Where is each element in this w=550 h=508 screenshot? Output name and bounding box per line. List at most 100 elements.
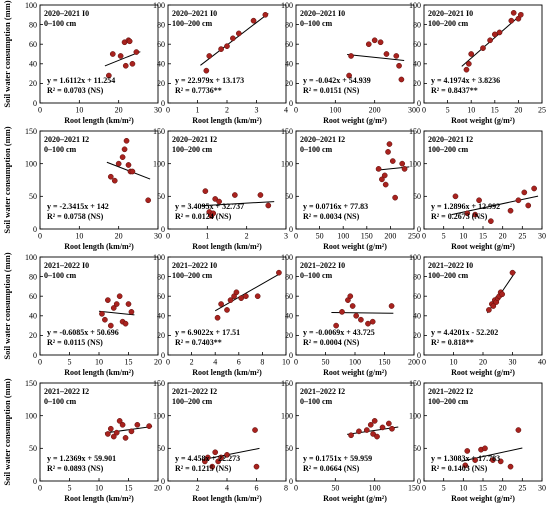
data-point xyxy=(115,160,122,167)
x-tick-label: 20 xyxy=(479,358,487,367)
x-tick-label: 0 xyxy=(166,106,170,115)
regression-equation: y = 6.9022x + 17.51 xyxy=(175,328,240,337)
data-point xyxy=(215,458,221,465)
data-point xyxy=(393,53,400,59)
panel-title: 2020–2021 I0 xyxy=(428,9,473,18)
x-tick-label: 1 xyxy=(196,106,200,115)
panel-subtitle: 100–200 cm xyxy=(428,271,469,280)
panel-title: 2020–2021 I2 xyxy=(300,135,345,144)
x-axis-label: Root length (km/m²) xyxy=(64,368,134,377)
y-tick-label: 50 xyxy=(157,444,165,453)
y-tick-label: 0 xyxy=(161,225,165,234)
x-axis-label: Root length (km/m²) xyxy=(192,242,262,251)
data-point xyxy=(210,210,217,217)
panel-frame xyxy=(295,382,415,482)
y-tick-label: 80 xyxy=(413,272,421,281)
y-tick-label: 20 xyxy=(157,79,165,88)
x-tick-label: 4 xyxy=(225,484,229,493)
y-tick-label: 20 xyxy=(413,79,421,88)
data-point xyxy=(107,425,114,432)
data-point xyxy=(202,188,209,194)
regression-line xyxy=(104,426,153,434)
data-point xyxy=(370,431,376,437)
data-point xyxy=(203,67,210,74)
x-tick-label: 1 xyxy=(205,232,209,241)
data-point xyxy=(388,303,395,309)
y-tick-label: 0 xyxy=(161,351,165,360)
data-point xyxy=(126,38,133,45)
y-tick-label: 60 xyxy=(413,40,421,49)
data-point xyxy=(379,424,386,431)
panel-frame xyxy=(295,130,415,230)
data-point xyxy=(232,192,238,198)
panel-frame xyxy=(167,256,287,356)
panel-subtitle: 0–100 cm xyxy=(44,19,77,28)
data-point xyxy=(377,39,384,46)
y-tick-label: 60 xyxy=(29,292,37,301)
data-point xyxy=(145,197,152,204)
panel-subtitle: 0–100 cm xyxy=(300,145,333,154)
x-tick-label: 0 xyxy=(294,232,298,241)
x-tick-label: 4 xyxy=(213,358,217,367)
x-tick-label: 5 xyxy=(442,232,446,241)
x-tick-label: 25 xyxy=(538,106,546,115)
panel-7: 0 50 100 150 0 50 100 150 200 250 Root weight (g/m… xyxy=(281,127,420,251)
data-point xyxy=(398,76,405,83)
x-axis-label: Root weight (g/m²) xyxy=(323,368,387,377)
data-point xyxy=(348,53,354,59)
y-tick-label: 0 xyxy=(161,477,165,486)
regression-line xyxy=(201,447,260,461)
panel-frame xyxy=(423,4,543,104)
data-point xyxy=(476,197,482,204)
data-point xyxy=(107,173,114,180)
data-point xyxy=(116,418,123,424)
y-tick-label: 100 xyxy=(25,253,37,262)
data-point xyxy=(105,431,111,437)
x-tick-label: 150 xyxy=(361,232,373,241)
x-tick-label: 2 xyxy=(225,106,229,115)
x-tick-label: 300 xyxy=(408,106,420,115)
data-point xyxy=(128,309,135,315)
regression-line xyxy=(347,54,405,61)
x-tick-label: 15 xyxy=(125,358,133,367)
x-tick-label: 8 xyxy=(260,358,264,367)
x-axis-label: Root length (km/m²) xyxy=(192,368,262,377)
y-tick-label: 80 xyxy=(285,20,293,29)
y-tick-label: 100 xyxy=(281,159,293,168)
x-tick-label: 0 xyxy=(166,358,170,367)
data-point xyxy=(482,445,488,452)
data-point xyxy=(209,463,216,470)
panel-subtitle: 100–200 cm xyxy=(172,19,213,28)
data-point xyxy=(102,316,108,323)
data-point xyxy=(531,185,537,192)
data-point xyxy=(214,314,221,321)
x-axis-label: Root length (km/m²) xyxy=(192,116,262,125)
y-tick-label: 100 xyxy=(153,253,165,262)
panel-subtitle: 0–100 cm xyxy=(300,397,333,406)
panel-title: 2020–2021 I2 xyxy=(428,135,473,144)
x-tick-label: 50 xyxy=(322,358,330,367)
x-tick-label: 0 xyxy=(38,232,42,241)
r-squared: R² = 0.0115 (NS) xyxy=(47,338,103,347)
data-point xyxy=(113,429,120,436)
x-tick-label: 250 xyxy=(408,232,420,241)
x-tick-label: 2 xyxy=(245,232,249,241)
data-point xyxy=(385,420,392,427)
x-tick-label: 100 xyxy=(329,106,341,115)
r-squared: R² = 0.7736** xyxy=(175,86,222,95)
y-tick-label: 50 xyxy=(285,444,293,453)
panel-subtitle: 0–100 cm xyxy=(44,271,77,280)
y-tick-label: 100 xyxy=(25,411,37,420)
data-point xyxy=(515,427,522,433)
y-axis-label-row-4: Soil water consumption (mm) xyxy=(2,378,12,485)
r-squared: R² = 0.1403 (NS) xyxy=(431,464,488,473)
x-tick-label: 100 xyxy=(337,232,349,241)
x-tick-label: 30 xyxy=(154,106,162,115)
r-squared: R² = 0.7403** xyxy=(175,338,222,347)
regression-equation: y = -0.6085x + 50.696 xyxy=(47,328,119,337)
data-point xyxy=(358,316,364,323)
regression-equation: y = 0.0716x + 77.83 xyxy=(303,202,368,211)
y-tick-label: 150 xyxy=(153,379,165,388)
panel-subtitle: 100–200 cm xyxy=(172,397,213,406)
